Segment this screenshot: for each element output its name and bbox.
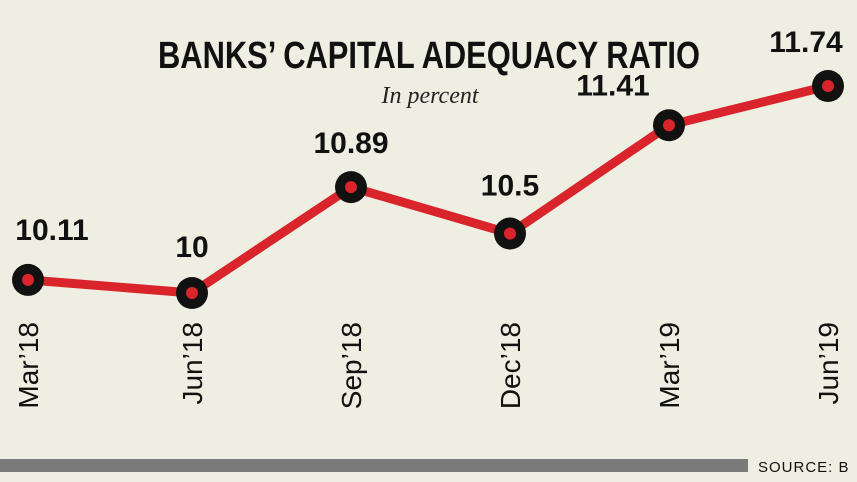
- data-label: 10: [175, 231, 208, 264]
- marker: [653, 109, 685, 142]
- data-label: 10.11: [15, 214, 88, 247]
- x-tick-label: Jun’19: [813, 322, 844, 405]
- marker: [812, 70, 844, 102]
- chart-subtitle: In percent: [380, 83, 479, 109]
- footer-bar: [0, 459, 748, 472]
- marker-inner: [22, 273, 34, 286]
- marker: [335, 171, 367, 204]
- x-tick-label: Sep’18: [336, 322, 367, 409]
- data-label: 11.41: [576, 69, 649, 102]
- source: SOURCE: B: [758, 459, 850, 476]
- marker-inner: [186, 287, 198, 299]
- marker: [176, 277, 208, 309]
- line: [27, 81, 830, 298]
- x-tick-label: Mar’19: [654, 322, 685, 409]
- data-label: 10.89: [313, 127, 388, 160]
- data-label: 10.5: [481, 170, 539, 203]
- marker: [494, 217, 526, 250]
- chart-title: BANKS’ CAPITAL ADEQUACY RATIO: [158, 35, 700, 77]
- marker: [12, 263, 44, 296]
- marker-inner: [822, 80, 834, 92]
- marker-inner: [504, 227, 516, 240]
- marker-inner: [663, 119, 675, 132]
- marker-inner: [345, 181, 357, 194]
- x-tick-label: Dec’18: [495, 322, 526, 409]
- x-tick-label: Jun’18: [177, 322, 208, 405]
- x-tick-label: Mar’18: [13, 322, 44, 409]
- data-label: 11.74: [769, 26, 843, 59]
